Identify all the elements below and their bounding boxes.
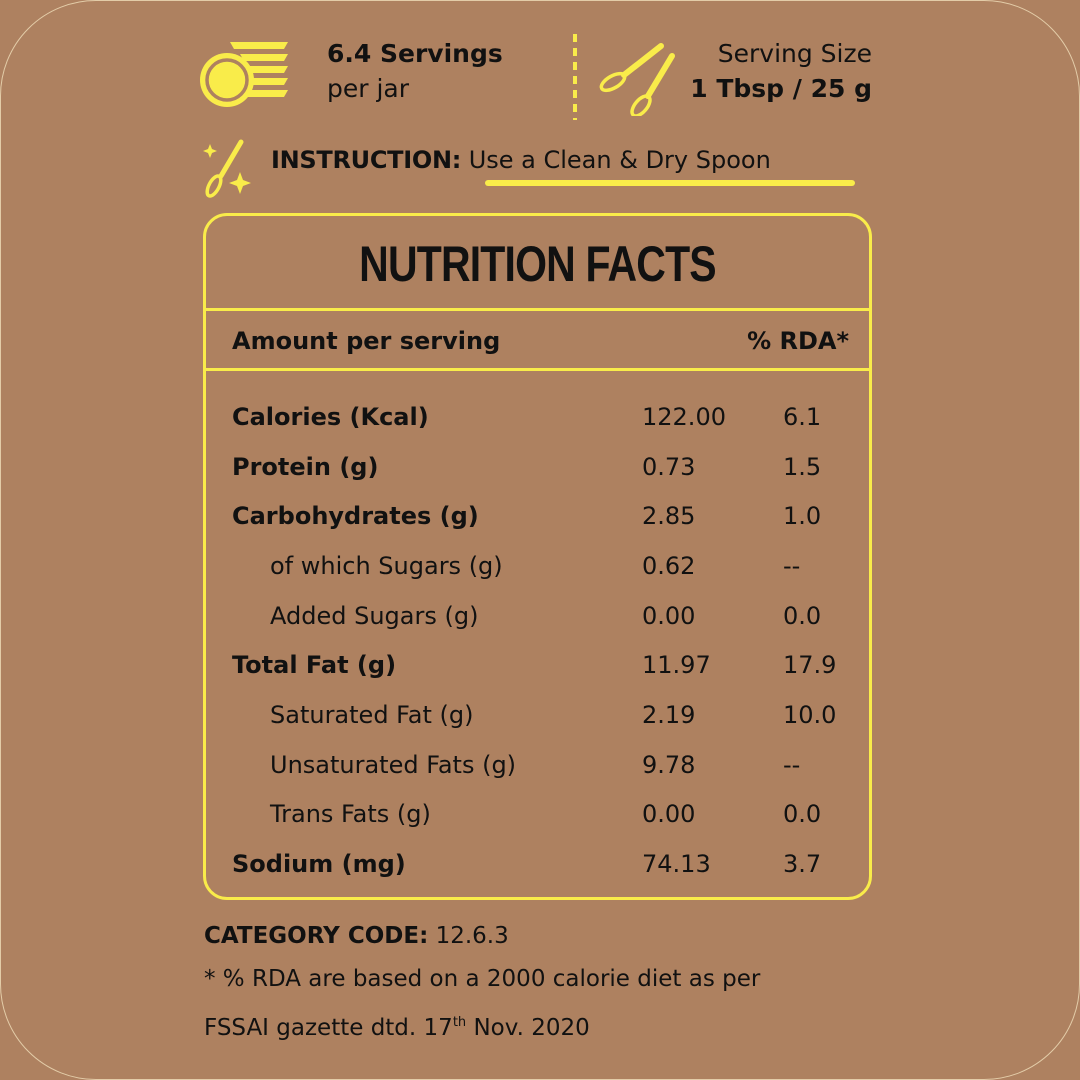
nutrient-rda: 3.7	[783, 850, 822, 879]
nutrient-name: Total Fat (g)	[232, 651, 397, 680]
nutrient-row-total-fat: Total Fat (g) 11.97 17.9	[232, 640, 849, 690]
category-code: CATEGORY CODE: 12.6.3	[204, 915, 924, 958]
nutrient-rda: 6.1	[783, 402, 822, 431]
rda-note-date: Nov. 2020	[466, 1015, 590, 1041]
nutrient-name: Carbohydrates (g)	[232, 502, 479, 531]
nutrient-name: Trans Fats (g)	[270, 800, 431, 829]
instruction-underline	[485, 180, 855, 186]
category-code-label: CATEGORY CODE:	[204, 923, 429, 949]
nutrient-rda: --	[783, 750, 801, 779]
nutrient-row-trans-fats: Trans Fats (g) 0.00 0.0	[232, 790, 849, 840]
nutrient-amount: 9.78	[642, 750, 696, 779]
servings-unit: per jar	[327, 74, 410, 103]
serving-size: Serving Size 1 Tbsp / 25 g	[640, 36, 872, 106]
nutrient-rda: 10.0	[783, 700, 837, 729]
nutrient-rda: --	[783, 551, 801, 580]
nutrition-rows: Calories (Kcal) 122.00 6.1 Protein (g) 0…	[232, 392, 849, 889]
nutrient-row-sugars: of which Sugars (g) 0.62 --	[232, 541, 849, 591]
sparkle-spoon-icon	[203, 139, 251, 198]
nutrient-amount: 0.73	[642, 452, 696, 481]
nutrient-row-carbohydrates: Carbohydrates (g) 2.85 1.0	[232, 491, 849, 541]
nutrient-amount: 0.00	[642, 800, 696, 829]
nutrient-amount: 2.85	[642, 502, 696, 531]
divider-line	[206, 308, 869, 311]
spoons-icon	[599, 43, 675, 116]
coin-stack-icon	[200, 42, 288, 107]
rda-note-line2: FSSAI gazette dtd. 17th Nov. 2020	[204, 1001, 924, 1050]
instruction-text: Use a Clean & Dry Spoon	[468, 146, 771, 174]
nutrient-rda: 0.0	[783, 800, 822, 829]
servings-per-jar: 6.4 Servings per jar	[327, 36, 503, 106]
nutrient-name: Protein (g)	[232, 452, 379, 481]
nutrient-name: Added Sugars (g)	[270, 601, 479, 630]
nutrient-amount: 74.13	[642, 850, 711, 879]
nutrient-row-sodium: Sodium (mg) 74.13 3.7	[232, 839, 849, 889]
nutrient-name: Saturated Fat (g)	[270, 700, 474, 729]
nutrient-row-added-sugars: Added Sugars (g) 0.00 0.0	[232, 591, 849, 641]
nutrition-title: NUTRITION FACTS	[359, 235, 717, 292]
dotted-divider	[573, 34, 577, 120]
nutrient-amount: 0.62	[642, 551, 696, 580]
nutrient-name: Sodium (mg)	[232, 850, 406, 879]
nutrient-name: Unsaturated Fats (g)	[270, 750, 517, 779]
nutrient-amount: 11.97	[642, 651, 711, 680]
nutrient-row-calories: Calories (Kcal) 122.00 6.1	[232, 392, 849, 442]
nutrient-amount: 122.00	[642, 402, 726, 431]
nutrition-facts-panel: NUTRITION FACTS Amount per serving % RDA…	[203, 213, 872, 900]
servings-value: 6.4 Servings	[327, 39, 503, 68]
ordinal-suffix: th	[452, 1015, 467, 1030]
rda-label: % RDA*	[747, 327, 849, 355]
nutrient-name: Calories (Kcal)	[232, 402, 429, 431]
divider-line	[206, 368, 869, 371]
serving-size-label: Serving Size	[717, 39, 872, 68]
nutrient-amount: 0.00	[642, 601, 696, 630]
serving-size-value: 1 Tbsp / 25 g	[690, 74, 872, 103]
instruction: INSTRUCTION: Use a Clean & Dry Spoon	[271, 143, 771, 177]
rda-note-line1: * % RDA are based on a 2000 calorie diet…	[204, 966, 761, 992]
nutrient-rda: 17.9	[783, 651, 837, 680]
nutrient-amount: 2.19	[642, 700, 696, 729]
nutrient-row-unsaturated-fats: Unsaturated Fats (g) 9.78 --	[232, 740, 849, 790]
rda-note-text: FSSAI gazette dtd. 17	[204, 1015, 453, 1041]
instruction-label: INSTRUCTION:	[271, 146, 462, 174]
nutrition-header-row: Amount per serving % RDA*	[232, 321, 849, 361]
nutrient-rda: 0.0	[783, 601, 822, 630]
nutrient-name: of which Sugars (g)	[270, 551, 503, 580]
nutrient-row-saturated-fat: Saturated Fat (g) 2.19 10.0	[232, 690, 849, 740]
category-code-value: 12.6.3	[435, 923, 509, 949]
amount-per-serving-label: Amount per serving	[232, 327, 501, 355]
nutrient-rda: 1.5	[783, 452, 822, 481]
nutrient-row-protein: Protein (g) 0.73 1.5	[232, 442, 849, 492]
footer-notes: CATEGORY CODE: 12.6.3 * % RDA are based …	[204, 915, 924, 1050]
nutrient-rda: 1.0	[783, 502, 822, 531]
